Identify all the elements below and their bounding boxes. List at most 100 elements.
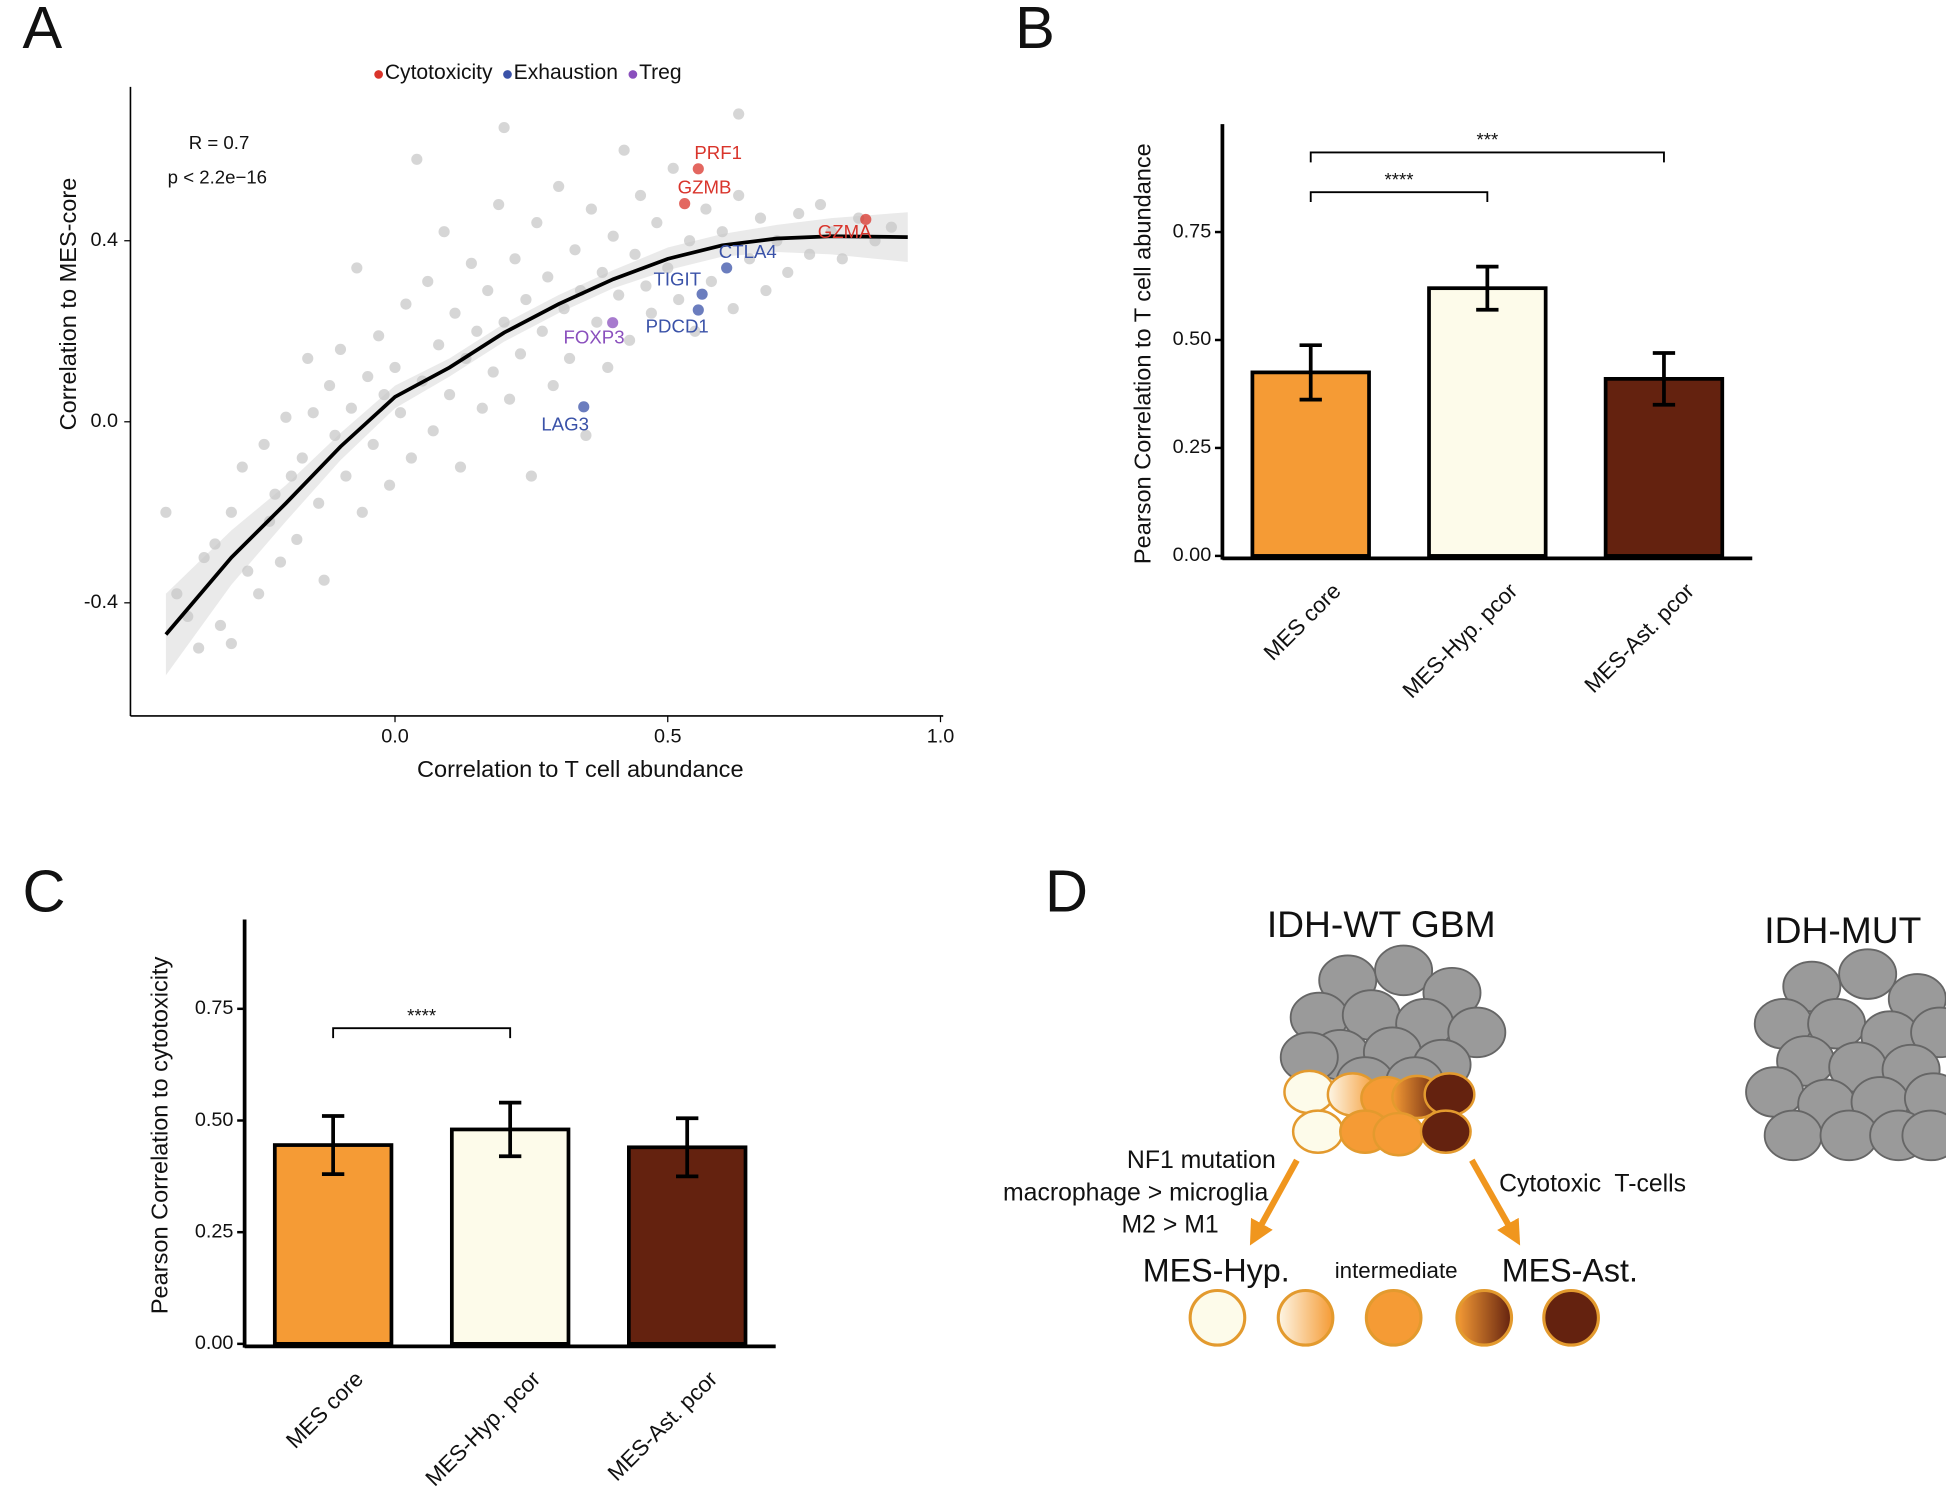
point (700, 203, 712, 215)
legend-marker (374, 70, 383, 79)
point (225, 506, 237, 518)
point (400, 298, 412, 310)
annotation: R = 0.7 (189, 132, 250, 153)
point (405, 452, 417, 464)
x-tick-label: MES-Hyp. pcor (1398, 578, 1523, 703)
point (531, 217, 543, 229)
point (280, 411, 292, 423)
cell (1423, 1072, 1476, 1117)
cell (1910, 1006, 1946, 1059)
point (465, 257, 477, 269)
arrow (1249, 1158, 1300, 1246)
cell (1283, 1069, 1336, 1115)
arrow-label: NF1 mutation (1127, 1147, 1276, 1174)
point (274, 556, 287, 568)
gene-point (607, 317, 619, 329)
point (323, 379, 336, 392)
point (733, 108, 745, 120)
point (613, 289, 625, 301)
point-label: PRF1 (694, 142, 742, 163)
y-axis-label: Pearson Correlation to T cell abundance (1129, 143, 1155, 564)
point (389, 361, 401, 374)
point (351, 262, 363, 274)
y-tick-label: 0.00 (195, 1332, 234, 1354)
point (236, 461, 248, 473)
bar (1427, 286, 1548, 558)
cell (1291, 1109, 1345, 1155)
point (209, 538, 221, 550)
cell (1542, 1288, 1600, 1347)
point (394, 407, 407, 419)
point (422, 275, 434, 288)
point (454, 461, 467, 473)
state-label: MES-Hyp. (1143, 1253, 1290, 1289)
gene-point (860, 213, 872, 226)
y-tick-label: -0.4 (84, 591, 118, 613)
point (667, 162, 679, 174)
point (493, 198, 505, 211)
point (814, 198, 827, 211)
point (509, 253, 521, 265)
point-label: LAG3 (541, 413, 589, 434)
point (563, 352, 576, 365)
fit-line (164, 234, 908, 636)
diagram: D IDH-WT GBM IDH-MUT NF1 mutation macrop… (1003, 858, 1946, 1347)
point (476, 402, 488, 414)
point (640, 280, 652, 292)
point (629, 248, 641, 260)
state-label: MES-Ast. (1502, 1253, 1638, 1289)
point-label: FOXP3 (564, 327, 625, 348)
x-tick-label: MES-Ast. pcor (603, 1366, 723, 1486)
error-bar (676, 1116, 699, 1179)
point (378, 389, 390, 401)
state-label: intermediate (1335, 1258, 1458, 1283)
point (411, 153, 423, 165)
panel-label: D (1045, 858, 1088, 925)
point (525, 470, 537, 482)
significance-label: **** (407, 1005, 436, 1026)
point-label: TIGIT (654, 268, 702, 289)
point (225, 637, 237, 650)
y-tick-label: 0.25 (195, 1220, 234, 1242)
point (520, 293, 532, 306)
point-label: GZMB (678, 177, 732, 198)
cell (1763, 1109, 1823, 1162)
point (258, 438, 270, 451)
significance-bracket (1309, 191, 1489, 203)
point (214, 619, 227, 632)
error-bar (1299, 343, 1322, 402)
point (242, 565, 254, 577)
point (536, 325, 548, 337)
cell (1745, 1066, 1805, 1118)
x-tick-label: MES core (281, 1366, 368, 1453)
point (362, 370, 374, 383)
point (558, 303, 570, 315)
point (760, 284, 772, 297)
point-label: PDCD1 (646, 315, 709, 336)
point (296, 452, 308, 464)
legend-label: Cytotoxicity (385, 61, 493, 84)
cell (1276, 1288, 1335, 1347)
gene-point (679, 198, 691, 210)
cell (1455, 1288, 1514, 1347)
point (291, 533, 303, 546)
point (302, 352, 314, 365)
cell (1374, 944, 1434, 997)
point (498, 316, 510, 328)
point (602, 361, 614, 374)
point (580, 429, 592, 441)
point (329, 429, 341, 441)
point (547, 379, 559, 392)
point (645, 307, 657, 319)
point (503, 393, 516, 405)
point (514, 348, 527, 360)
significance-label: **** (1385, 169, 1414, 190)
point (498, 122, 510, 134)
bar (1603, 376, 1725, 558)
cell (1447, 1006, 1507, 1059)
point (662, 262, 674, 274)
y-tick-label: 0.0 (90, 410, 118, 432)
error-bar (1476, 264, 1499, 312)
point (171, 588, 183, 600)
cell (1901, 1109, 1946, 1162)
